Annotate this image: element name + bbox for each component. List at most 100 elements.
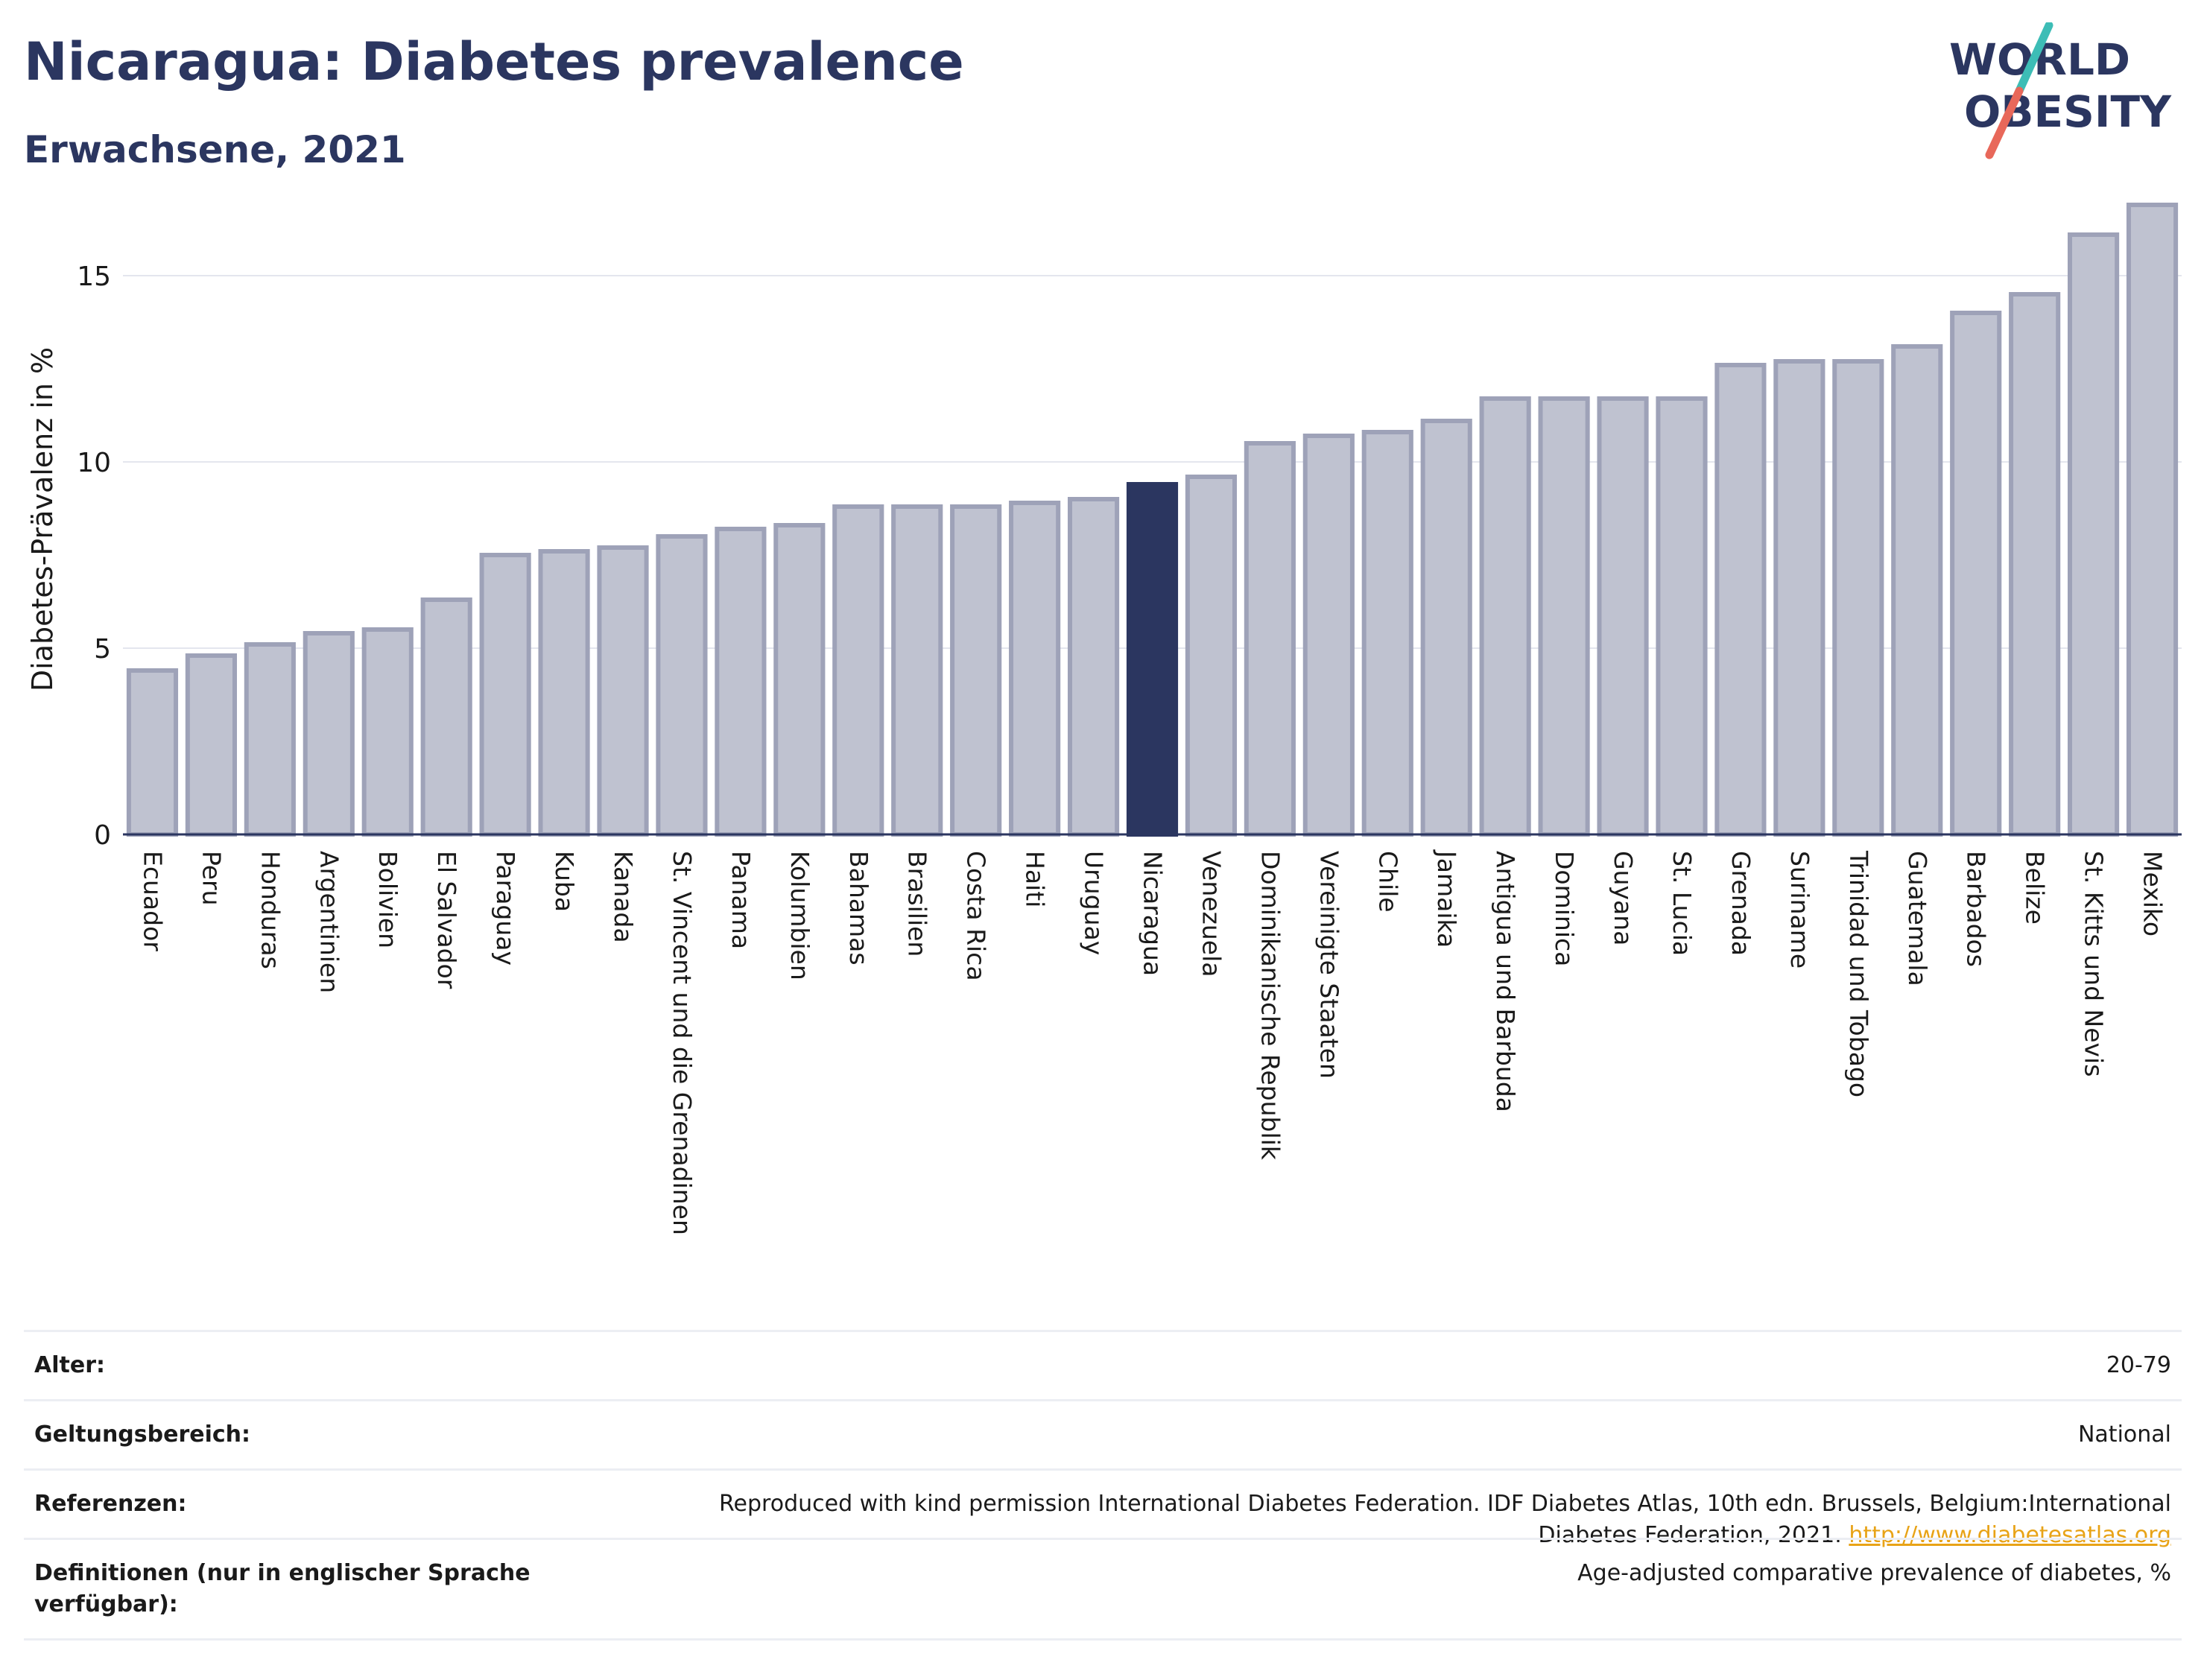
bar: [1773, 359, 1825, 837]
meta-value-text: 20-79: [2106, 1352, 2171, 1378]
meta-label: Definitionen (nur in englischer Sprache …: [34, 1560, 531, 1617]
bar: [1597, 396, 1649, 837]
x-tick-label: Kanada: [609, 851, 638, 943]
bar: [126, 668, 179, 837]
bar: [1891, 344, 1943, 837]
bar: [2126, 203, 2179, 837]
meta-row: Definitionen (nur in englischer Sprache …: [24, 1538, 2182, 1641]
bar: [538, 549, 590, 837]
bar: [1832, 359, 1884, 837]
x-tick-label: St. Lucia: [1668, 851, 1697, 956]
bar: [2009, 292, 2061, 837]
x-tick-label: Paraguay: [491, 851, 520, 966]
meta-value-text: Age-adjusted comparative prevalence of d…: [1577, 1560, 2171, 1586]
bar: [1656, 396, 1708, 837]
x-tick-label: Barbados: [1962, 851, 1991, 967]
x-tick-label: Antigua und Barbuda: [1491, 851, 1520, 1112]
bar: [1420, 419, 1472, 837]
meta-label: Alter:: [34, 1352, 105, 1378]
x-tick-label: Guyana: [1609, 851, 1638, 945]
y-tick-label: 0: [94, 820, 111, 851]
x-tick-label: Kolumbien: [785, 851, 814, 980]
y-axis-label: Diabetes-Prävalenz in %: [26, 347, 59, 691]
x-tick-label: Dominica: [1550, 851, 1579, 966]
x-tick-label: Peru: [197, 851, 226, 906]
bar: [185, 653, 237, 837]
bar: [420, 597, 472, 837]
x-tick-label: St. Vincent und die Grenadinen: [668, 851, 697, 1235]
meta-row: Alter: 20-79: [24, 1330, 2182, 1399]
meta-row: Referenzen: Reproduced with kind permissi…: [24, 1468, 2182, 1548]
bar: [2068, 232, 2120, 837]
x-tick-label: Mexiko: [2138, 851, 2167, 936]
x-tick-label: Kuba: [550, 851, 579, 912]
bar: [303, 631, 355, 837]
bar: [244, 642, 296, 837]
x-tick-label: Guatemala: [1903, 851, 1932, 986]
meta-value: Age-adjusted comparative prevalence of d…: [644, 1558, 2171, 1589]
bar: [891, 504, 943, 837]
meta-row: Geltungsbereich: National: [24, 1399, 2182, 1468]
bar: [1185, 475, 1238, 837]
y-tick-label: 5: [94, 634, 111, 665]
bar: [1361, 430, 1413, 837]
world-obesity-logo: WORLD OBESITY: [1949, 22, 2172, 159]
meta-value-text: National: [2077, 1421, 2171, 1448]
meta-value-text: Reproduced with kind permission Internat…: [719, 1491, 2171, 1548]
x-tick-label: Panama: [726, 851, 756, 949]
x-tick-label: Argentinien: [314, 851, 343, 993]
bar: [715, 527, 767, 837]
meta-label: Referenzen:: [34, 1491, 187, 1517]
page-subtitle: Erwachsene, 2021: [24, 128, 406, 171]
x-tick-label: Haiti: [1021, 851, 1050, 907]
bar: [361, 627, 414, 837]
x-tick-label: Venezuela: [1197, 851, 1226, 977]
bar: [1126, 482, 1179, 837]
bar: [1009, 501, 1061, 837]
x-tick-label: Jamaika: [1432, 849, 1461, 948]
y-tick-label: 15: [77, 261, 111, 292]
x-tick-label: Nicaragua: [1139, 851, 1168, 976]
meta-label: Geltungsbereich:: [34, 1421, 251, 1448]
x-tick-label: El Salvador: [432, 851, 461, 989]
x-tick-label: Bolivien: [373, 851, 402, 948]
bar: [1538, 396, 1590, 837]
axes: 0 5 10 15 Ecuador Peru Honduras Argentinien Boli…: [77, 261, 2182, 1235]
bar: [656, 534, 708, 837]
page-title: Nicaragua: Diabetes prevalence: [24, 31, 964, 92]
x-tick-label: Vereinigte Staaten: [1314, 851, 1343, 1079]
x-tick-label: Brasilien: [903, 851, 932, 957]
bar: [950, 504, 1002, 837]
bar: [1950, 311, 2002, 837]
x-tick-label: Belize: [2021, 851, 2050, 925]
metadata-table: Alter: 20-79 Geltungsbereich: National Refer…: [24, 1330, 2182, 1641]
logo-slash-red: [1985, 86, 2024, 159]
meta-value: 20-79: [644, 1350, 2171, 1381]
x-tick-label: Uruguay: [1080, 851, 1109, 955]
bar: [1714, 363, 1767, 837]
x-tick-label: Honduras: [256, 851, 285, 969]
x-tick-label: Ecuador: [138, 851, 167, 951]
bar: [1479, 396, 1531, 837]
bar: [479, 553, 531, 837]
x-tick-label: St. Kitts und Nevis: [2080, 851, 2109, 1077]
bar: [597, 545, 649, 837]
x-tick-label: Bahamas: [844, 851, 873, 966]
x-tick-label: Grenada: [1726, 851, 1755, 956]
bars: [126, 203, 2179, 837]
reference-link[interactable]: http://www.diabetesatlas.org: [1849, 1522, 2171, 1548]
x-tick-label: Trinidad und Tobago: [1844, 850, 1873, 1097]
x-tick-label: Suriname: [1785, 851, 1814, 969]
meta-value: National: [644, 1419, 2171, 1451]
x-tick-label: Chile: [1373, 851, 1402, 913]
bar: [1302, 434, 1355, 837]
x-tick-label: Dominikanische Republik: [1255, 851, 1285, 1161]
bar: [1244, 441, 1296, 837]
bar: [773, 523, 826, 837]
bar: [1067, 497, 1120, 837]
bar: [832, 504, 884, 837]
meta-value: Reproduced with kind permission Internat…: [644, 1489, 2171, 1551]
y-tick-label: 10: [77, 448, 111, 478]
bar-chart: 0 5 10 15 Ecuador Peru Honduras Argentinien Boli…: [26, 203, 2182, 1235]
x-tick-label: Costa Rica: [962, 851, 991, 981]
